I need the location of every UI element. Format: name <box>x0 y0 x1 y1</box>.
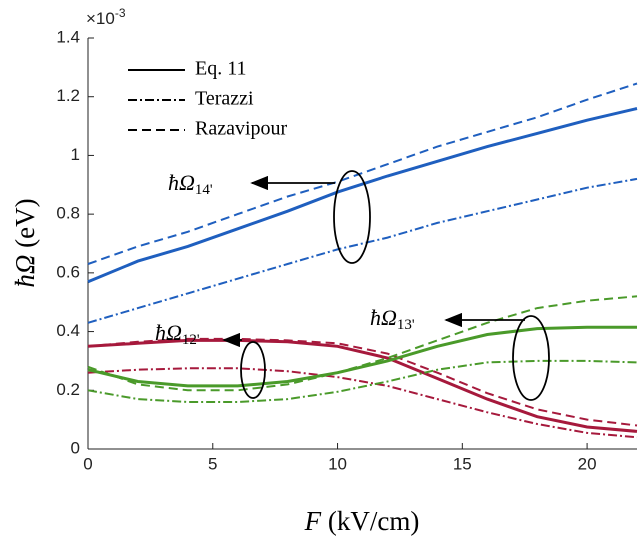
series-line <box>87 177 638 324</box>
series-line <box>87 295 638 392</box>
y-tick-label: 1 <box>71 145 80 164</box>
series-line <box>87 325 637 388</box>
group-symbol: ħΩ <box>168 170 195 195</box>
x-axis-unit: (kV/cm) <box>328 506 419 536</box>
group-subscript: 12' <box>182 332 200 348</box>
series-line <box>87 107 638 284</box>
y-tick-label: 0.2 <box>56 380 80 399</box>
y-axis-symbol: ħΩ <box>10 255 40 288</box>
y-multiplier-base: ×10 <box>86 9 115 28</box>
y-axis-label: ħΩ (eV) <box>10 198 40 287</box>
group-symbol: ħΩ <box>155 320 182 345</box>
x-axis-symbol: F <box>304 506 322 536</box>
y-axis-unit: (eV) <box>10 198 40 247</box>
x-tick-label: 15 <box>453 454 472 473</box>
series-line <box>87 338 638 433</box>
y-multiplier-exponent: -3 <box>115 6 126 20</box>
y-tick-label: 0 <box>71 438 80 457</box>
group-ellipse <box>512 315 550 401</box>
series-line <box>87 359 638 403</box>
legend-label: Terazzi <box>195 88 254 110</box>
series-line <box>87 337 638 427</box>
y-tick-label: 0.6 <box>56 262 80 281</box>
x-tick-label: 20 <box>578 454 597 473</box>
y-tick-label: 0.8 <box>56 204 80 223</box>
group-label: ħΩ13' <box>370 305 415 333</box>
group-ellipse <box>333 170 371 264</box>
group-ellipse <box>240 341 266 399</box>
x-tick-label: 0 <box>83 454 92 473</box>
group-label: ħΩ12' <box>155 320 200 348</box>
x-tick-label: 10 <box>328 454 347 473</box>
group-subscript: 13' <box>397 317 415 333</box>
group-symbol: ħΩ <box>370 305 397 330</box>
y-tick-label: 1.2 <box>56 86 80 105</box>
x-tick-label: 5 <box>208 454 217 473</box>
legend-label: Eq. 11 <box>195 58 246 80</box>
y-tick-label: 0.4 <box>56 321 80 340</box>
group-label: ħΩ14' <box>168 170 213 198</box>
x-axis-label: F (kV/cm) <box>304 506 420 536</box>
group-subscript: 14' <box>195 182 213 198</box>
y-multiplier: ×10-3 <box>86 6 126 28</box>
series-line <box>87 367 638 439</box>
legend-label: Razavipour <box>195 118 288 140</box>
series-line <box>87 82 638 265</box>
y-tick-label: 1.4 <box>56 27 80 46</box>
